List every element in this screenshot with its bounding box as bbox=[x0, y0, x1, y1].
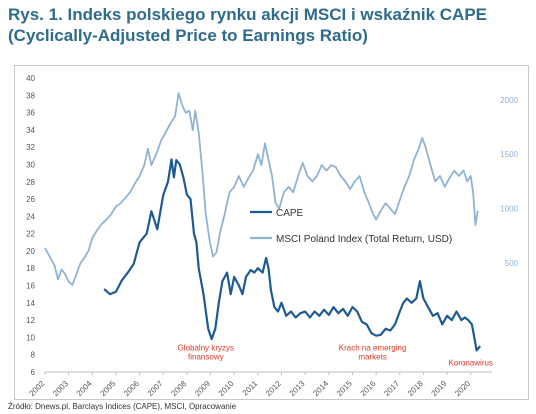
msci-series-line bbox=[44, 92, 479, 286]
x-axis-tick-label: 2013 bbox=[288, 379, 307, 398]
x-axis-tick-label: 2010 bbox=[217, 379, 236, 398]
annotation-label: markets bbox=[358, 352, 386, 361]
left-axis-tick-label: 14 bbox=[26, 299, 35, 308]
left-axis-tick-label: 28 bbox=[26, 178, 35, 187]
chart-title-line2: (Cyclically-Adjusted Price to Earnings R… bbox=[8, 26, 368, 45]
chart-frame bbox=[14, 65, 529, 400]
left-axis-tick-label: 10 bbox=[26, 333, 35, 342]
left-axis-tick-label: 6 bbox=[31, 368, 36, 377]
chart-title-line1: Rys. 1. Indeks polskiego rynku akcji MSC… bbox=[8, 5, 488, 24]
x-axis-tick-label: 2009 bbox=[193, 379, 212, 398]
left-axis-tick-label: 26 bbox=[26, 195, 35, 204]
x-axis-tick-label: 2002 bbox=[27, 379, 46, 398]
left-axis-tick-label: 40 bbox=[26, 74, 35, 83]
left-axis-tick-label: 20 bbox=[26, 247, 35, 256]
left-axis-tick-label: 12 bbox=[26, 316, 35, 325]
x-axis-tick-label: 2011 bbox=[241, 379, 260, 398]
left-axis-tick-label: 32 bbox=[26, 143, 35, 152]
left-axis-tick-label: 8 bbox=[31, 351, 36, 360]
source-note: Źródło: Dnews.pl, Barclays Indices (CAPE… bbox=[8, 402, 237, 411]
left-axis-tick-label: 30 bbox=[26, 160, 35, 169]
x-axis-tick-label: 2004 bbox=[75, 379, 94, 398]
x-axis-tick-label: 2015 bbox=[335, 379, 354, 398]
x-axis-tick-label: 2020 bbox=[453, 379, 472, 398]
left-axis-tick-label: 22 bbox=[26, 230, 35, 239]
chart-title: Rys. 1. Indeks polskiego rynku akcji MSC… bbox=[8, 4, 532, 46]
x-axis-tick-label: 2003 bbox=[51, 379, 70, 398]
right-axis-tick-label: 2000 bbox=[500, 96, 518, 105]
left-axis-tick-label: 16 bbox=[26, 282, 35, 291]
x-axis-tick-label: 2019 bbox=[430, 379, 449, 398]
x-axis-tick-label: 2012 bbox=[264, 379, 283, 398]
x-axis-tick-label: 2017 bbox=[382, 379, 401, 398]
x-axis-tick-label: 2005 bbox=[98, 379, 117, 398]
right-axis-tick-label: 1000 bbox=[500, 205, 518, 214]
left-axis-tick-label: 38 bbox=[26, 91, 35, 100]
x-axis-tick-label: 2014 bbox=[311, 379, 330, 398]
right-axis-tick-label: 500 bbox=[505, 259, 519, 268]
x-axis-tick-label: 2008 bbox=[169, 379, 188, 398]
left-axis-tick-label: 36 bbox=[26, 109, 35, 118]
annotation-label: Krach na emerging bbox=[339, 343, 407, 352]
legend-label-cape: CAPE bbox=[276, 208, 304, 219]
left-axis-tick-label: 34 bbox=[26, 126, 35, 135]
x-axis-tick-label: 2006 bbox=[122, 379, 141, 398]
cape-series-line bbox=[103, 158, 482, 352]
legend-label-msci: MSCI Poland Index (Total Return, USD) bbox=[276, 234, 452, 245]
x-axis-tick-label: 2007 bbox=[146, 379, 165, 398]
annotation-label: Koronawirus bbox=[448, 358, 492, 367]
left-axis-tick-label: 18 bbox=[26, 264, 35, 273]
x-axis-tick-label: 2016 bbox=[359, 379, 378, 398]
left-axis-tick-label: 24 bbox=[26, 212, 35, 221]
annotation-label: Globalny kryzys bbox=[178, 343, 234, 352]
annotation-label: finansowy bbox=[188, 352, 224, 361]
right-axis-tick-label: 1500 bbox=[500, 150, 518, 159]
x-axis-tick-label: 2018 bbox=[406, 379, 425, 398]
